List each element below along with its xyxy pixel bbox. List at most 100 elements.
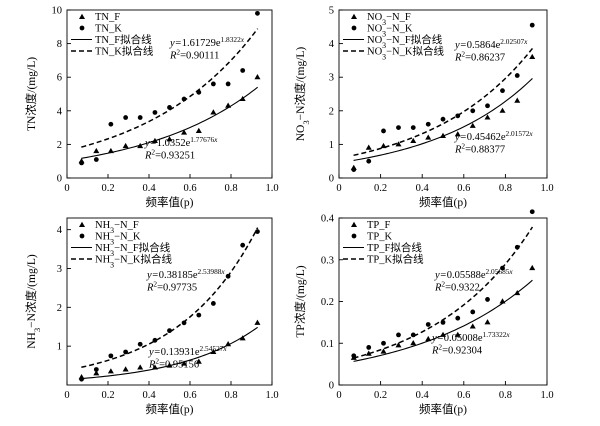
data-point-k xyxy=(470,309,476,315)
legend-label: NH3−N_F xyxy=(95,220,139,235)
x-tick-label: 0.2 xyxy=(374,390,387,401)
data-point-k xyxy=(123,115,129,120)
data-point-k xyxy=(529,22,535,28)
data-point-k xyxy=(79,160,84,166)
data-point-k xyxy=(225,81,231,87)
data-point-k xyxy=(108,121,114,127)
fit-r-squared: R2=0.90111 xyxy=(169,47,219,62)
legend-label: NO3−N_K xyxy=(367,24,413,39)
data-point-k xyxy=(351,353,357,359)
data-point-k xyxy=(137,115,143,120)
data-point-f xyxy=(484,114,491,120)
x-tick-label: 0.6 xyxy=(457,183,470,194)
x-tick-label: 0 xyxy=(336,183,341,194)
data-point-k xyxy=(255,229,260,234)
fit-equation: y=0.45462e2.01572x xyxy=(454,129,533,144)
legend-marker-circle xyxy=(79,233,85,239)
fit-equation: y=0.05588e2.05685x xyxy=(434,267,513,282)
chart-panel-no3: 0 0.2 0.4 0.6 0.8 1.0 0 1 2 3 4 5 频率值(p) NO3−N浓度/(mg/… xyxy=(293,6,554,210)
y-tick-label: 2 xyxy=(329,106,334,117)
data-point-k xyxy=(167,328,172,334)
data-point-f xyxy=(380,348,387,354)
legend-marker-triangle xyxy=(79,13,85,19)
data-point-k xyxy=(455,315,461,321)
data-point-k xyxy=(485,103,490,109)
x-tick-label: 1.0 xyxy=(540,390,553,401)
fit-equation: y=1.0352e1.77676x xyxy=(144,135,218,150)
data-point-k xyxy=(381,340,386,346)
data-point-f xyxy=(425,335,432,342)
data-point-k xyxy=(137,341,143,347)
data-point-f xyxy=(239,95,246,102)
legend-marker-circle xyxy=(351,25,357,31)
data-point-f xyxy=(440,132,446,138)
data-point-f xyxy=(365,350,372,356)
data-point-f xyxy=(210,109,217,115)
legend-label: NO3−N_K拟合线 xyxy=(367,45,444,62)
data-point-k xyxy=(167,105,172,110)
data-point-k xyxy=(240,68,246,73)
fit-equation: y=0.5864e2.02507x xyxy=(454,37,528,52)
data-point-k xyxy=(225,273,231,279)
data-point-f xyxy=(93,370,100,376)
data-point-f xyxy=(254,319,261,325)
data-point-f xyxy=(469,323,476,329)
legend-marker-circle xyxy=(79,25,85,31)
data-point-f xyxy=(410,137,417,144)
fit-r-squared: R2=0.86237 xyxy=(454,49,505,64)
x-tick-label: 0.4 xyxy=(416,183,430,194)
data-point-f xyxy=(151,137,158,144)
y-tick-label: 0.1 xyxy=(321,339,334,350)
data-point-k xyxy=(366,345,372,350)
data-point-f xyxy=(137,364,144,370)
plot-frame xyxy=(66,217,273,386)
data-point-k xyxy=(410,125,416,130)
x-tick-label: 0 xyxy=(336,390,341,401)
y-axis-label: NO3−N浓度/(mg/L) xyxy=(293,47,311,142)
y-tick-label: 4 xyxy=(57,106,63,117)
data-point-k xyxy=(152,337,158,343)
data-point-k xyxy=(396,125,401,130)
y-tick-label: 6 xyxy=(57,73,62,84)
data-point-k xyxy=(351,167,357,173)
legend-label: TN_F拟合线 xyxy=(95,33,152,46)
data-point-k xyxy=(366,158,372,164)
x-tick-label: 1.0 xyxy=(265,183,278,194)
x-tick-label: 0.4 xyxy=(416,390,430,401)
y-tick-label: 8 xyxy=(57,39,62,50)
data-point-f xyxy=(484,319,491,325)
data-point-f xyxy=(195,358,202,364)
data-point-k xyxy=(93,157,99,162)
data-point-f xyxy=(425,134,432,140)
x-tick-label: 0.8 xyxy=(499,183,512,194)
y-tick-label: 10 xyxy=(52,6,63,17)
data-point-f xyxy=(454,331,461,337)
legend-label: TN_K拟合线 xyxy=(95,45,154,58)
y-axis-label: TN浓度/(mg/L) xyxy=(24,57,38,131)
data-point-f xyxy=(225,341,232,347)
fit-equation: y=1.61729e1.8322x xyxy=(169,35,245,50)
legend-marker-triangle xyxy=(351,221,357,227)
data-point-f xyxy=(181,129,188,135)
data-point-k xyxy=(500,88,505,94)
data-point-k xyxy=(381,128,386,134)
data-point-k xyxy=(181,320,187,326)
x-tick-label: 0.6 xyxy=(457,390,470,401)
fit-r-squared: R2=0.93251 xyxy=(144,147,195,162)
data-point-f xyxy=(93,147,100,154)
data-point-f xyxy=(469,122,476,128)
data-point-k xyxy=(240,242,246,248)
fit-r-squared: R2=0.88377 xyxy=(454,141,505,156)
y-tick-label: 4 xyxy=(329,39,335,50)
data-point-k xyxy=(196,89,202,95)
x-axis-label: 频率值(p) xyxy=(419,402,467,416)
x-tick-label: 0.2 xyxy=(101,183,114,194)
y-tick-label: 0 xyxy=(329,381,334,392)
data-point-f xyxy=(454,131,461,137)
y-tick-label: 0.4 xyxy=(321,214,335,225)
data-point-k xyxy=(485,297,490,302)
data-point-k xyxy=(396,332,401,338)
x-tick-label: 0.6 xyxy=(183,183,196,194)
data-point-k xyxy=(93,367,99,372)
legend-label: TN_F xyxy=(95,12,120,23)
